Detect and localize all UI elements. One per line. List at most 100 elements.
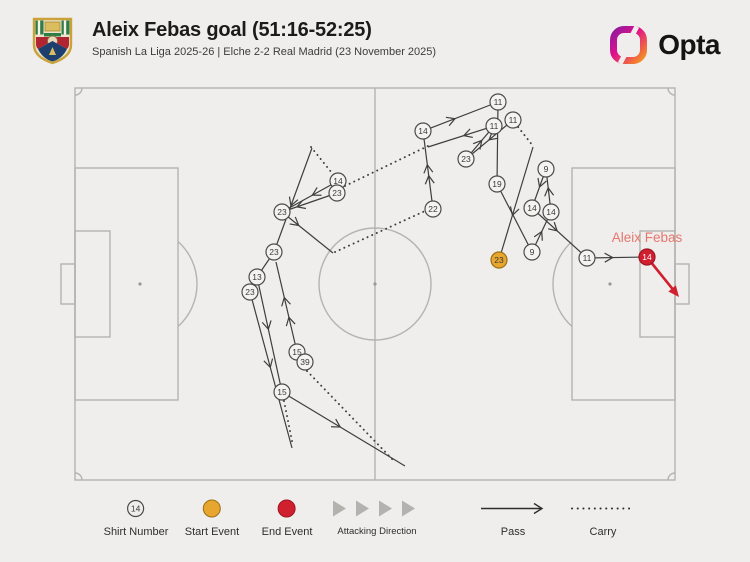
pass-line: [281, 192, 338, 213]
player-node: [273, 383, 291, 401]
pass-arrowhead: [548, 221, 559, 232]
player-node: [523, 243, 541, 261]
end-event-icon: [277, 499, 296, 518]
pass-arrowhead: [285, 316, 296, 327]
crest-palm: [49, 47, 56, 55]
player-shirt-number: 9: [530, 247, 535, 257]
player-shirt-number: 11: [494, 97, 503, 107]
pass-arrowhead: [288, 196, 299, 207]
carry-line: [306, 370, 396, 463]
carry-line: [310, 146, 337, 179]
player-node: [248, 268, 266, 286]
player-shirt-number: 14: [642, 252, 652, 262]
pass-line: [281, 391, 406, 467]
player-shirt-number: 14: [418, 126, 428, 136]
player-shirt-number: 39: [300, 357, 310, 367]
legend: 14 Shirt Number Start Event End Event: [0, 492, 750, 562]
player-shirt-number: 23: [332, 188, 342, 198]
player-shirt-number: 11: [490, 121, 499, 131]
player-shirt-number: 23: [494, 255, 504, 265]
player-node: [296, 353, 314, 371]
pass-arrowhead: [331, 418, 342, 428]
crest-castle: [44, 21, 61, 32]
pass-line: [281, 180, 339, 213]
opta-wordmark: Opta: [658, 29, 720, 60]
header: Aleix Febas goal (51:16-52:25) Spanish L…: [0, 0, 750, 78]
player-node: [578, 249, 596, 267]
pass-line: [422, 130, 434, 210]
pass-arrowhead: [533, 230, 543, 241]
player-node: [504, 111, 522, 129]
legend-start-event: Start Event: [185, 498, 239, 538]
pass-arrowhead: [537, 177, 547, 189]
pass-arrowhead: [295, 199, 307, 210]
legend-carry: Carry: [568, 498, 638, 538]
player-node: [485, 117, 503, 135]
player-shirt-number: 23: [269, 247, 279, 257]
start-event-icon: [202, 499, 221, 518]
player-node: [537, 160, 555, 178]
pass-arrowhead: [472, 139, 483, 150]
player-node: [265, 243, 283, 261]
shirt-number-icon: 14: [127, 499, 145, 518]
player-shirt-number: 11: [509, 115, 518, 125]
player-shirt-number: 13: [252, 272, 262, 282]
player-node: [424, 200, 442, 218]
player-shirt-number: 15: [277, 387, 287, 397]
pass-arrowhead: [281, 296, 291, 307]
player-node: [414, 122, 432, 140]
pass-line: [586, 256, 648, 259]
shot-arrow: [648, 260, 675, 291]
player-shirt-number: 15: [292, 347, 302, 357]
start-event-node: [490, 251, 508, 269]
player-shirt-number: 14: [527, 203, 537, 213]
pass-line: [496, 183, 533, 253]
pass-line: [531, 207, 588, 259]
player-node: [489, 93, 507, 111]
pass-arrowhead: [289, 216, 300, 227]
pass-arrowhead: [604, 252, 614, 263]
opta-logo: Opta: [610, 26, 720, 64]
legend-end-event: End Event: [262, 498, 312, 538]
player-shirt-number: 14: [333, 176, 343, 186]
player-node: [542, 203, 560, 221]
scorer-name-label: Aleix Febas: [612, 230, 683, 245]
player-shirt-number: 22: [428, 204, 438, 214]
player-node: [328, 184, 346, 202]
legend-shirt-number: 14 Shirt Number: [104, 498, 168, 538]
pass-arrowhead: [423, 163, 434, 174]
player-shirt-number: 23: [245, 287, 255, 297]
legend-attacking-direction: Attacking Direction: [331, 498, 423, 537]
end-event-node: [638, 248, 656, 266]
opta-logo-icon: [610, 26, 648, 64]
crest-red-band: [36, 37, 69, 49]
pass-line: [275, 261, 298, 353]
player-node: [488, 175, 506, 193]
pass-arrowhead: [311, 187, 322, 196]
pass-arrowhead: [263, 358, 274, 369]
pass-arrowhead: [424, 174, 435, 185]
pass-line: [249, 291, 293, 449]
player-shirt-number: 14: [546, 207, 556, 217]
player-shirt-number: 9: [544, 164, 549, 174]
pass-icon: [481, 502, 544, 515]
pass-line: [281, 211, 334, 254]
legend-pass: Pass: [478, 498, 548, 538]
player-node: [273, 203, 291, 221]
pass-line: [256, 276, 283, 393]
page-subtitle: Spanish La Liga 2025-26 | Elche 2-2 Real…: [92, 46, 437, 58]
player-shirt-number: 23: [461, 154, 471, 164]
player-node: [241, 283, 259, 301]
pass-line: [496, 101, 499, 185]
pass-arrowhead: [445, 116, 457, 127]
player-shirt-number: 19: [492, 179, 502, 189]
player-shirt-number: 23: [277, 207, 287, 217]
pass-line: [273, 147, 313, 253]
shot-arrowhead: [668, 285, 679, 297]
carry-line: [334, 210, 426, 253]
attacking-direction-icon: [333, 500, 415, 517]
player-node: [523, 199, 541, 217]
player-node: [457, 150, 475, 168]
page-title: Aleix Febas goal (51:16-52:25): [92, 19, 372, 41]
